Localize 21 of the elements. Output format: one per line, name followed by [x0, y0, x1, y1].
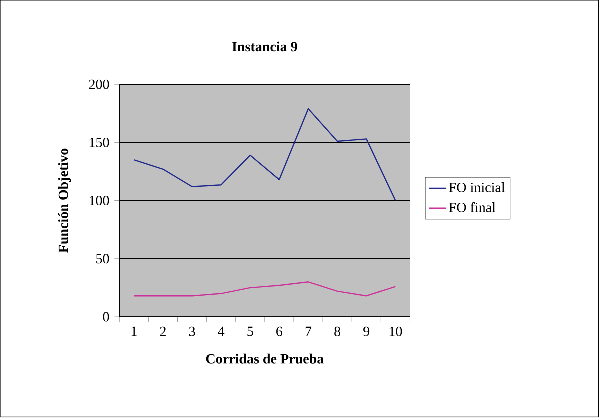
- y-tick-label: 0: [103, 312, 110, 322]
- x-axis-title: Corridas de Prueba: [206, 354, 324, 364]
- x-tick-label: 5: [248, 327, 254, 336]
- x-tick-label: 7: [306, 327, 312, 336]
- x-tick-label: 8: [334, 327, 341, 337]
- x-tick-label: 10: [390, 327, 402, 337]
- x-tick-label: 4: [218, 327, 225, 336]
- chart-title: Instancia 9: [232, 42, 298, 52]
- y-tick-label: 150: [90, 138, 110, 148]
- legend-label: FO inicial: [449, 182, 506, 193]
- y-tick-label: 200: [89, 80, 110, 90]
- y-tick-label: 100: [90, 196, 110, 206]
- y-tick-label: 50: [96, 254, 110, 264]
- x-tick-label: 3: [189, 327, 196, 337]
- line-series: [134, 108, 396, 202]
- x-tick-label: 9: [364, 327, 370, 337]
- legend-label: FO final: [449, 202, 496, 213]
- x-tick-label: 6: [276, 327, 283, 337]
- x-tick-label: 1: [132, 327, 137, 336]
- y-axis-title: Función Objetivo: [58, 149, 72, 254]
- x-tick-label: 2: [160, 327, 166, 336]
